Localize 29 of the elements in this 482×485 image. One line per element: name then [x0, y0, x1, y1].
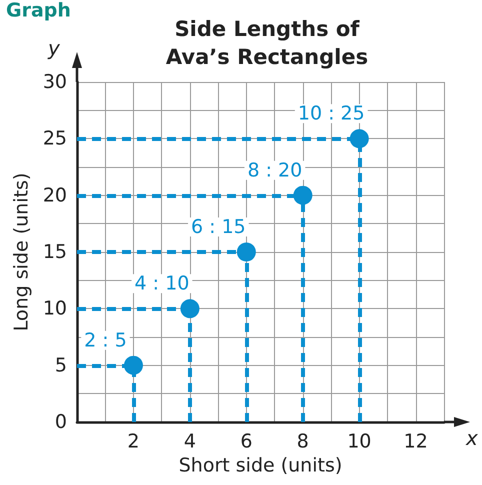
- y-tick-label: 30: [42, 71, 67, 93]
- y-tick-label: 0: [54, 411, 67, 433]
- x-tick-label: 10: [347, 430, 372, 452]
- data-label: 10 : 25: [298, 102, 365, 125]
- point: [293, 186, 312, 205]
- y-tick-label: 15: [42, 241, 67, 263]
- point: [180, 299, 200, 318]
- y-tick-label: 20: [42, 184, 67, 206]
- text: x: [465, 426, 478, 450]
- x-tick-label: 6: [240, 430, 252, 452]
- x-tick-label: 12: [404, 430, 428, 452]
- point: [350, 129, 369, 148]
- data-label: 6 : 15: [191, 216, 246, 238]
- data-label: 4 : 10: [134, 272, 190, 295]
- text: Graph: [6, 0, 71, 22]
- y-tick-label: 25: [42, 128, 67, 150]
- text: y: [47, 36, 61, 60]
- data-label: 2 : 5: [84, 329, 127, 352]
- x-tick-label: 2: [127, 430, 140, 452]
- y-tick-label: 5: [54, 354, 67, 376]
- y-tick-label: 10: [42, 298, 67, 320]
- point: [124, 356, 143, 375]
- x-axis-title: Short side (units): [178, 454, 342, 476]
- point: [236, 242, 256, 262]
- data-label: 8 : 20: [247, 159, 302, 182]
- x-tick-label: 8: [296, 430, 309, 452]
- y-axis-title: Long side (units): [10, 172, 32, 332]
- x-tick-label: 4: [184, 430, 196, 452]
- chart-title: Side Lengths of Ava’s Rectangles: [166, 17, 368, 69]
